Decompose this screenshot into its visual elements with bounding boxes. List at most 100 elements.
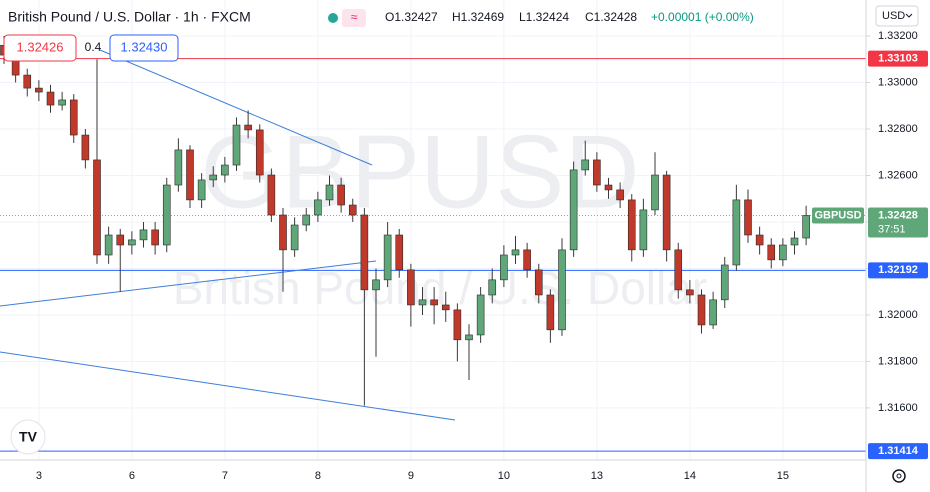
candle-body <box>151 229 159 246</box>
candle-body <box>279 214 287 251</box>
candle-body <box>697 294 706 326</box>
candle-body <box>546 294 555 331</box>
candle-body <box>267 174 276 216</box>
candle-body <box>337 184 345 206</box>
candle-body <box>476 294 485 336</box>
x-tick-label: 10 <box>498 470 510 482</box>
y-tick-label: 1.31800 <box>878 355 918 367</box>
candle-body <box>255 129 264 176</box>
candle-body <box>128 239 136 246</box>
buy-button[interactable] <box>109 34 179 62</box>
candle-body <box>116 234 125 246</box>
candle-body <box>35 87 43 93</box>
candle-body <box>686 289 694 296</box>
candle-body <box>81 134 90 161</box>
candle-body <box>581 159 590 171</box>
sell-button[interactable] <box>3 34 77 62</box>
currency-dropdown[interactable] <box>875 5 919 27</box>
price-level-label: 1.31414 <box>878 445 919 457</box>
last-price-tag <box>868 207 928 238</box>
alert-icon[interactable] <box>342 9 366 27</box>
candle-body <box>314 199 322 216</box>
candle-body <box>372 279 380 291</box>
candle-body <box>348 204 357 216</box>
chart-title: British Pound / U.S. Dollar · 1h · FXCM <box>8 9 251 25</box>
grid <box>0 0 866 460</box>
currency: USD <box>882 10 905 22</box>
trend-lines <box>0 49 456 421</box>
y-tick-label: 1.32800 <box>878 123 918 135</box>
candle-body <box>453 309 462 341</box>
candle-body <box>558 249 566 331</box>
candle-body <box>186 149 194 201</box>
candle-body <box>302 214 311 226</box>
candle-body <box>46 91 55 106</box>
candle-body <box>500 254 508 281</box>
candle-body <box>779 244 787 261</box>
ohlc-value: H1.32469 <box>452 10 504 24</box>
candle-body <box>69 99 78 136</box>
candle-body <box>534 269 543 296</box>
candle-body <box>639 209 648 251</box>
symbol-label: GBPUSD <box>814 209 861 221</box>
x-tick-label: 14 <box>684 470 696 482</box>
candle-body <box>221 164 229 176</box>
y-tick-label: 1.33200 <box>878 30 918 42</box>
x-tick-label: 8 <box>315 470 321 482</box>
candle-body <box>209 174 218 181</box>
y-tick-label: 1.32000 <box>878 309 918 321</box>
price-level-label: 1.32192 <box>878 264 918 276</box>
candle-body <box>511 249 520 256</box>
sell-price: 1.32426 <box>17 39 64 54</box>
settings-button[interactable] <box>892 469 906 483</box>
ohlc-value: O1.32427 <box>385 10 438 24</box>
candle-body <box>290 224 299 251</box>
dropdown-arrow <box>905 13 913 18</box>
candle-body <box>604 184 613 191</box>
candle-body <box>58 99 66 106</box>
candle-body <box>651 174 659 211</box>
x-tick-label: 3 <box>36 470 42 482</box>
ohlc-legend: O1.32427 H1.32469 L1.32424 C1.32428 +0.00001… <box>385 10 754 24</box>
candle-body <box>395 234 404 271</box>
price-level-tag <box>868 50 928 67</box>
price-level-tag <box>868 443 928 460</box>
alert-icon-glyph: ≈ <box>351 10 358 24</box>
candle-body <box>755 234 764 246</box>
candle-body <box>139 229 148 241</box>
candle-body <box>197 179 206 201</box>
candle-body <box>93 159 101 256</box>
x-tick-label: 6 <box>129 470 135 482</box>
candle-body <box>325 184 334 201</box>
candle-body <box>802 215 810 239</box>
y-tick-label: 1.31600 <box>878 402 918 414</box>
trend-line <box>0 260 377 307</box>
trend-line <box>0 351 456 421</box>
x-tick-label: 9 <box>408 470 414 482</box>
last-price-label: 1.32428 <box>878 209 918 221</box>
y-tick-label: 1.33000 <box>878 76 918 88</box>
candle-body <box>360 214 369 291</box>
candle-body <box>662 174 671 251</box>
trend-line <box>99 49 373 166</box>
candle-body <box>569 169 578 251</box>
ohlc-value: +0.00001 (+0.00%) <box>651 10 754 24</box>
x-tick-label: 7 <box>222 470 228 482</box>
candle-body <box>383 234 392 281</box>
x-tick-label: 13 <box>591 470 603 482</box>
candle-body <box>790 237 799 246</box>
candle-body <box>488 279 497 296</box>
x-tick-label: 15 <box>777 470 789 482</box>
symbol-tag <box>812 207 864 224</box>
candle-body <box>732 199 741 266</box>
ohlc-value: L1.32424 <box>519 10 569 24</box>
spread: 0.4 <box>85 40 102 54</box>
candle-body <box>104 234 113 256</box>
svg-text:TV: TV <box>19 429 38 445</box>
candle-body <box>674 249 683 291</box>
candle-body <box>23 74 32 89</box>
candle-body <box>244 124 252 131</box>
buy-price: 1.32430 <box>121 39 168 54</box>
